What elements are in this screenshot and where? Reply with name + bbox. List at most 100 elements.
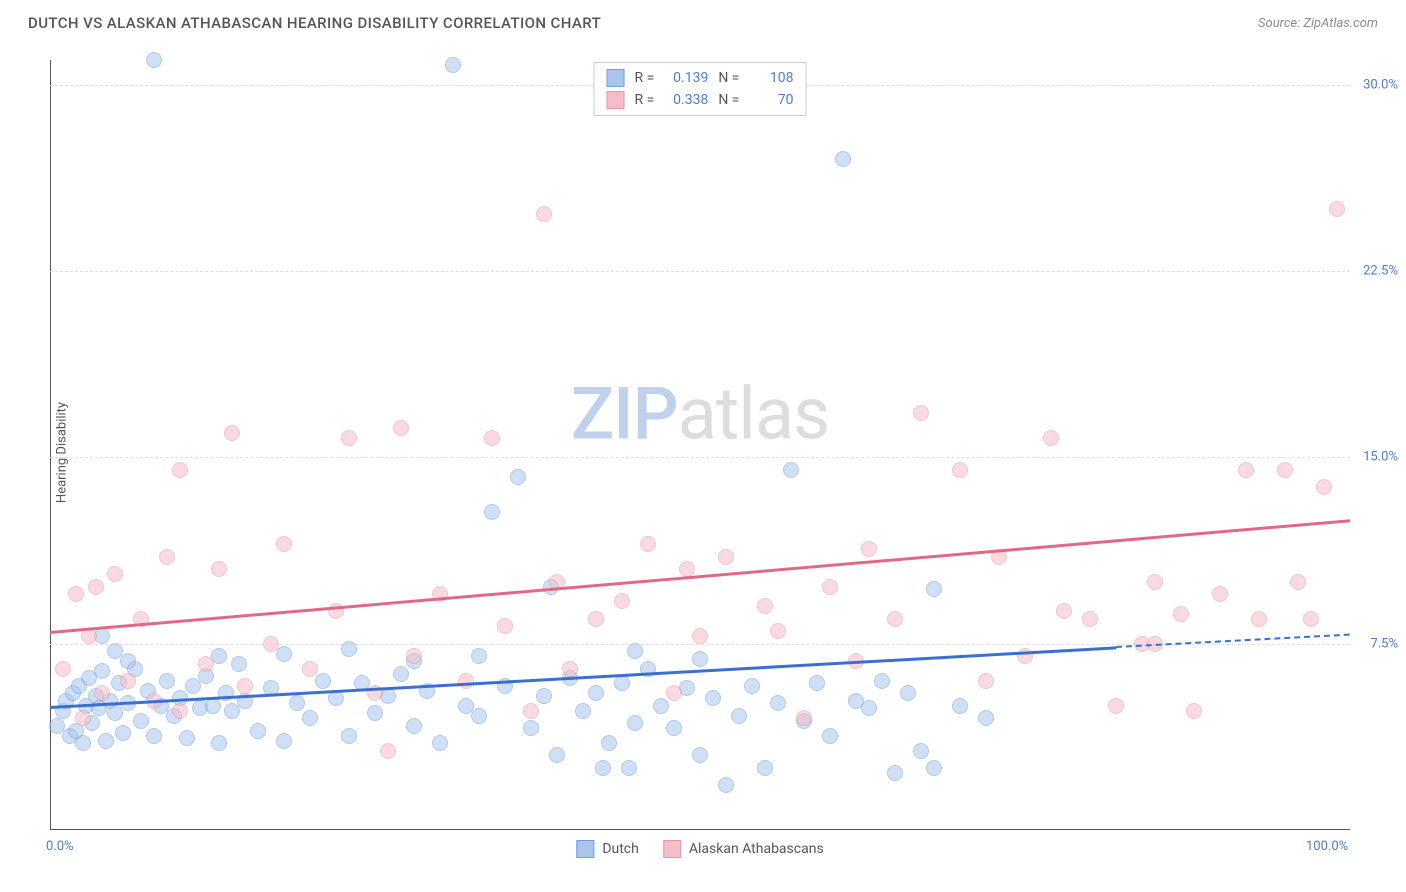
scatter-point (692, 628, 708, 644)
scatter-point (237, 678, 253, 694)
chart-header: DUTCH VS ALASKAN ATHABASCAN HEARING DISA… (0, 0, 1406, 40)
scatter-point (835, 151, 851, 167)
chart-area: Hearing Disability ZIPatlas 7.5%15.0%22.… (50, 60, 1350, 830)
scatter-point (770, 623, 786, 639)
scatter-point (406, 718, 422, 734)
plot-region: ZIPatlas 7.5%15.0%22.5%30.0%0.0%100.0% (50, 60, 1350, 830)
scatter-point (159, 549, 175, 565)
scatter-point (1277, 462, 1293, 478)
scatter-point (341, 728, 357, 744)
scatter-point (224, 425, 240, 441)
x-tick-label: 100.0% (1306, 839, 1348, 854)
scatter-point (172, 462, 188, 478)
scatter-point (653, 698, 669, 714)
chart-title: DUTCH VS ALASKAN ATHABASCAN HEARING DISA… (28, 14, 601, 32)
scatter-point (595, 760, 611, 776)
scatter-point (757, 598, 773, 614)
stats-row: R =0.139N =108 (607, 67, 794, 89)
y-tick-label: 22.5% (1363, 264, 1398, 279)
scatter-point (588, 611, 604, 627)
scatter-point (926, 760, 942, 776)
scatter-point (341, 641, 357, 657)
scatter-point (861, 700, 877, 716)
scatter-point (1329, 201, 1345, 217)
legend-swatch (576, 840, 594, 858)
scatter-point (952, 462, 968, 478)
scatter-point (205, 698, 221, 714)
scatter-point (510, 469, 526, 485)
y-tick-label: 15.0% (1363, 450, 1398, 465)
scatter-point (900, 685, 916, 701)
scatter-point (978, 673, 994, 689)
scatter-point (1082, 611, 1098, 627)
stats-legend-box: R =0.139N =108R =0.338N =70 (594, 62, 807, 116)
scatter-point (627, 643, 643, 659)
scatter-point (1147, 574, 1163, 590)
scatter-point (107, 566, 123, 582)
scatter-point (289, 695, 305, 711)
scatter-point (198, 656, 214, 672)
scatter-point (211, 735, 227, 751)
scatter-point (276, 733, 292, 749)
scatter-point (796, 710, 812, 726)
legend-item: Dutch (576, 840, 639, 858)
scatter-point (179, 730, 195, 746)
stat-r-value: 0.139 (664, 67, 708, 89)
scatter-point (640, 536, 656, 552)
scatter-point (484, 504, 500, 520)
gridline (50, 271, 1350, 272)
scatter-point (549, 747, 565, 763)
legend-item: Alaskan Athabascans (663, 840, 824, 858)
scatter-point (523, 703, 539, 719)
scatter-point (783, 462, 799, 478)
scatter-point (302, 661, 318, 677)
scatter-point (1056, 603, 1072, 619)
scatter-point (575, 703, 591, 719)
scatter-point (94, 663, 110, 679)
scatter-point (887, 765, 903, 781)
scatter-point (822, 728, 838, 744)
scatter-point (1043, 430, 1059, 446)
scatter-point (497, 618, 513, 634)
scatter-point (666, 720, 682, 736)
stat-n-label: N = (718, 67, 739, 89)
scatter-point (172, 703, 188, 719)
watermark-atlas: atlas (678, 372, 830, 457)
y-tick-label: 7.5% (1370, 636, 1398, 651)
stat-r-label: R = (635, 89, 655, 111)
scatter-point (978, 710, 994, 726)
scatter-point (380, 743, 396, 759)
scatter-point (926, 581, 942, 597)
scatter-point (98, 733, 114, 749)
scatter-point (1186, 703, 1202, 719)
scatter-point (263, 636, 279, 652)
scatter-point (55, 661, 71, 677)
stat-n-value: 70 (749, 89, 793, 111)
scatter-point (731, 708, 747, 724)
legend-swatch (663, 840, 681, 858)
scatter-point (445, 57, 461, 73)
scatter-point (1212, 586, 1228, 602)
scatter-point (146, 728, 162, 744)
scatter-point (1251, 611, 1267, 627)
scatter-point (1108, 698, 1124, 714)
legend-swatch (607, 69, 625, 87)
gridline (50, 457, 1350, 458)
bottom-legend: Dutch Alaskan Athabascans (576, 840, 823, 858)
scatter-point (757, 760, 773, 776)
scatter-point (120, 653, 136, 669)
scatter-point (536, 206, 552, 222)
scatter-point (406, 648, 422, 664)
stat-r-value: 0.338 (664, 89, 708, 111)
scatter-point (861, 541, 877, 557)
scatter-point (614, 593, 630, 609)
scatter-point (302, 710, 318, 726)
scatter-point (770, 695, 786, 711)
scatter-point (484, 430, 500, 446)
scatter-point (88, 579, 104, 595)
scatter-point (809, 675, 825, 691)
watermark: ZIPatlas (571, 372, 829, 457)
scatter-point (666, 685, 682, 701)
scatter-point (250, 723, 266, 739)
legend-swatch (607, 91, 625, 109)
